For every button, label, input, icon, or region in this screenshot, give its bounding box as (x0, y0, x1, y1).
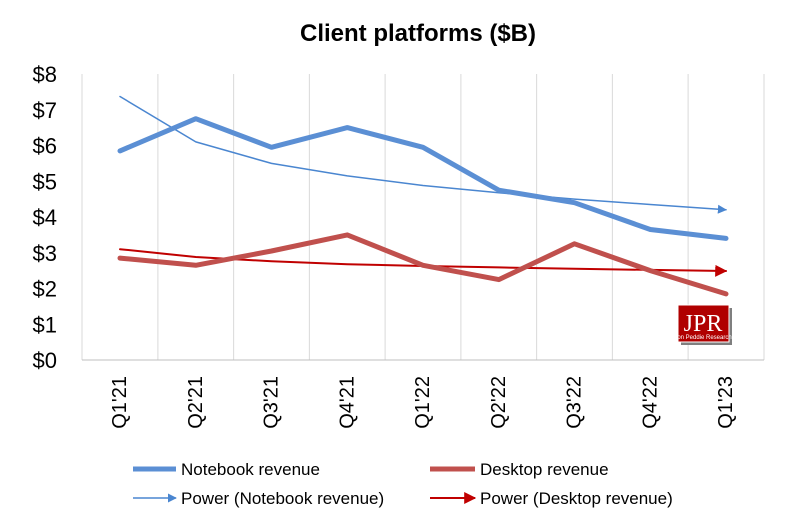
y-tick-label: $2 (33, 277, 57, 302)
x-tick-label: Q1'21 (109, 376, 131, 429)
x-tick-label: Q2'21 (185, 376, 207, 429)
x-tick-label: Q1'22 (412, 376, 434, 429)
series-line (117, 232, 729, 297)
y-tick-label: $1 (33, 312, 57, 337)
jpr-logo: JPR Jon Peddie Research (674, 304, 732, 345)
y-tick-label: $5 (33, 169, 57, 194)
y-axis-ticks: $0 $1 $2 $3 $4 $5 $6 $7 $8 (33, 62, 57, 373)
series-2 (119, 95, 727, 214)
legend-label: Power (Notebook revenue) (181, 489, 384, 508)
y-tick-label: $7 (33, 98, 57, 123)
legend-label: Desktop revenue (480, 460, 609, 479)
chart-title: Client platforms ($B) (300, 20, 536, 47)
legend-item: Notebook revenue (133, 460, 320, 479)
series-1 (117, 232, 729, 297)
legend-label: Notebook revenue (181, 460, 320, 479)
legend-item: Power (Notebook revenue) (133, 489, 384, 508)
y-tick-label: $4 (33, 205, 57, 230)
x-tick-label: Q3'21 (261, 376, 283, 429)
series-lines (117, 95, 729, 297)
x-tick-label: Q4'22 (639, 376, 661, 429)
legend-label: Power (Desktop revenue) (480, 489, 673, 508)
gridlines (81, 74, 765, 360)
series-line (117, 116, 729, 241)
x-axis-ticks: Q1'21 Q2'21 Q3'21 Q4'21 Q1'22 Q2'22 Q3'22 Q4'22… (109, 376, 737, 429)
y-tick-label: $8 (33, 62, 57, 87)
logo-text: JPR (684, 311, 723, 337)
legend-item: Desktop revenue (430, 460, 609, 479)
series-0 (117, 116, 729, 241)
legend-item: Power (Desktop revenue) (430, 489, 673, 508)
x-tick-label: Q1'23 (715, 376, 737, 429)
legend: Notebook revenue Desktop revenue Power (No… (133, 460, 673, 508)
series-line (119, 95, 727, 214)
y-tick-label: $6 (33, 134, 57, 159)
logo-subtext: Jon Peddie Research (674, 335, 731, 341)
x-tick-label: Q2'22 (488, 376, 510, 429)
x-tick-label: Q3'22 (564, 376, 586, 429)
y-tick-label: $3 (33, 241, 57, 266)
x-tick-label: Q4'21 (336, 376, 358, 429)
y-tick-label: $0 (33, 348, 57, 373)
